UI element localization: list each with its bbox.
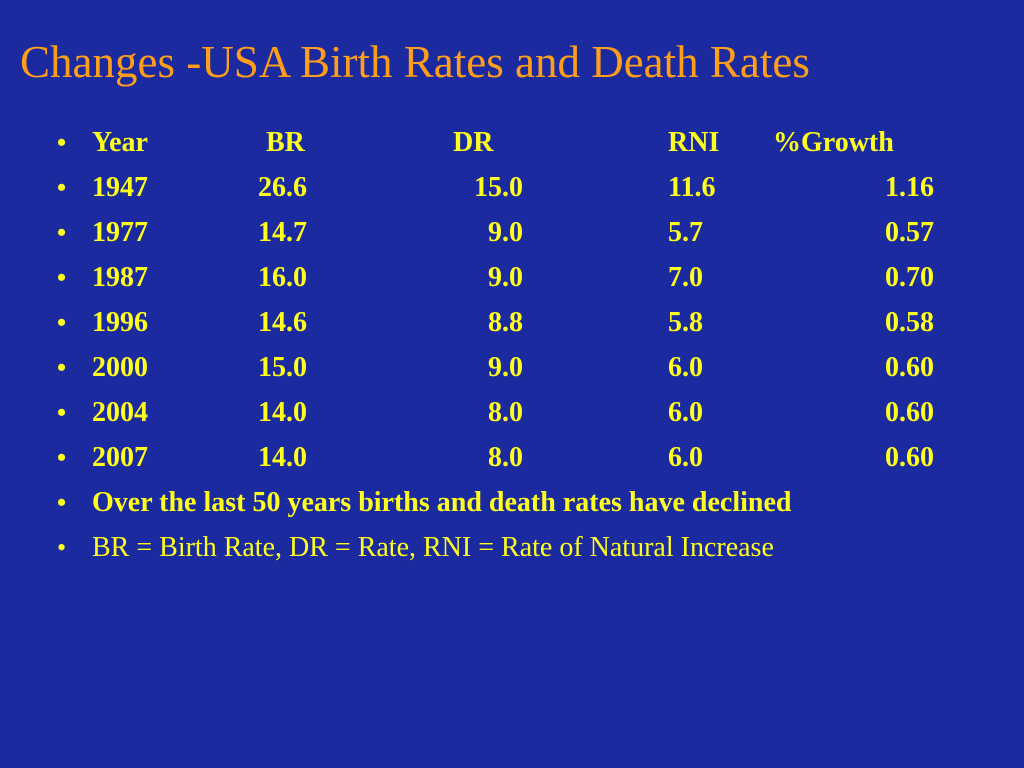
rni-cell: 6.0 bbox=[668, 352, 703, 383]
year-cell: 1987 bbox=[92, 262, 148, 293]
year-cell: 1947 bbox=[92, 172, 148, 203]
bullet-icon: • bbox=[57, 263, 67, 292]
data-row: • 1987 16.0 9.0 7.0 0.70 bbox=[0, 255, 1024, 300]
growth-cell: 0.60 bbox=[885, 397, 934, 428]
bullet-icon: • bbox=[57, 218, 67, 247]
dr-cell: 9.0 bbox=[488, 262, 523, 293]
header-growth: %Growth bbox=[773, 127, 894, 158]
rni-cell: 7.0 bbox=[668, 262, 703, 293]
data-row: • 1996 14.6 8.8 5.8 0.58 bbox=[0, 300, 1024, 345]
dr-cell: 9.0 bbox=[488, 217, 523, 248]
bullet-icon: • bbox=[57, 533, 67, 562]
br-cell: 15.0 bbox=[258, 352, 307, 383]
bullet-icon: • bbox=[57, 353, 67, 382]
data-row: • 2004 14.0 8.0 6.0 0.60 bbox=[0, 390, 1024, 435]
year-cell: 1977 bbox=[92, 217, 148, 248]
dr-cell: 8.0 bbox=[488, 397, 523, 428]
bullet-icon: • bbox=[57, 128, 67, 157]
year-cell: 2004 bbox=[92, 397, 148, 428]
bullet-icon: • bbox=[57, 443, 67, 472]
bullet-icon: • bbox=[57, 488, 67, 517]
summary-row: • Over the last 50 years births and deat… bbox=[0, 480, 1024, 525]
legend-note-row: • BR = Birth Rate, DR = Rate, RNI = Rate… bbox=[0, 525, 1024, 570]
rni-cell: 11.6 bbox=[668, 172, 716, 203]
rni-cell: 6.0 bbox=[668, 397, 703, 428]
br-cell: 26.6 bbox=[258, 172, 307, 203]
br-cell: 14.0 bbox=[258, 442, 307, 473]
data-row: • 2007 14.0 8.0 6.0 0.60 bbox=[0, 435, 1024, 480]
growth-cell: 0.57 bbox=[885, 217, 934, 248]
bullet-icon: • bbox=[57, 398, 67, 427]
growth-cell: 0.70 bbox=[885, 262, 934, 293]
header-dr: DR bbox=[453, 127, 494, 158]
data-row: • 1977 14.7 9.0 5.7 0.57 bbox=[0, 210, 1024, 255]
rni-cell: 5.8 bbox=[668, 307, 703, 338]
dr-cell: 9.0 bbox=[488, 352, 523, 383]
growth-cell: 1.16 bbox=[885, 172, 934, 203]
data-row: • 1947 26.6 15.0 11.6 1.16 bbox=[0, 165, 1024, 210]
year-cell: 2000 bbox=[92, 352, 148, 383]
growth-cell: 0.60 bbox=[885, 442, 934, 473]
dr-cell: 15.0 bbox=[474, 172, 523, 203]
year-cell: 2007 bbox=[92, 442, 148, 473]
legend-note-text: BR = Birth Rate, DR = Rate, RNI = Rate o… bbox=[92, 532, 774, 563]
br-cell: 14.7 bbox=[258, 217, 307, 248]
dr-cell: 8.8 bbox=[488, 307, 523, 338]
bullet-list: • Year BR DR RNI %Growth • 1947 26.6 15.… bbox=[0, 120, 1024, 570]
summary-text: Over the last 50 years births and death … bbox=[92, 487, 792, 518]
data-row: • 2000 15.0 9.0 6.0 0.60 bbox=[0, 345, 1024, 390]
rni-cell: 6.0 bbox=[668, 442, 703, 473]
header-year: Year bbox=[92, 127, 148, 158]
br-cell: 16.0 bbox=[258, 262, 307, 293]
rni-cell: 5.7 bbox=[668, 217, 703, 248]
growth-cell: 0.58 bbox=[885, 307, 934, 338]
br-cell: 14.0 bbox=[258, 397, 307, 428]
bullet-icon: • bbox=[57, 173, 67, 202]
br-cell: 14.6 bbox=[258, 307, 307, 338]
header-row: • Year BR DR RNI %Growth bbox=[0, 120, 1024, 165]
slide-title: Changes -USA Birth Rates and Death Rates bbox=[20, 37, 810, 87]
header-rni: RNI bbox=[668, 127, 720, 158]
bullet-icon: • bbox=[57, 308, 67, 337]
dr-cell: 8.0 bbox=[488, 442, 523, 473]
growth-cell: 0.60 bbox=[885, 352, 934, 383]
header-br: BR bbox=[266, 127, 305, 158]
year-cell: 1996 bbox=[92, 307, 148, 338]
